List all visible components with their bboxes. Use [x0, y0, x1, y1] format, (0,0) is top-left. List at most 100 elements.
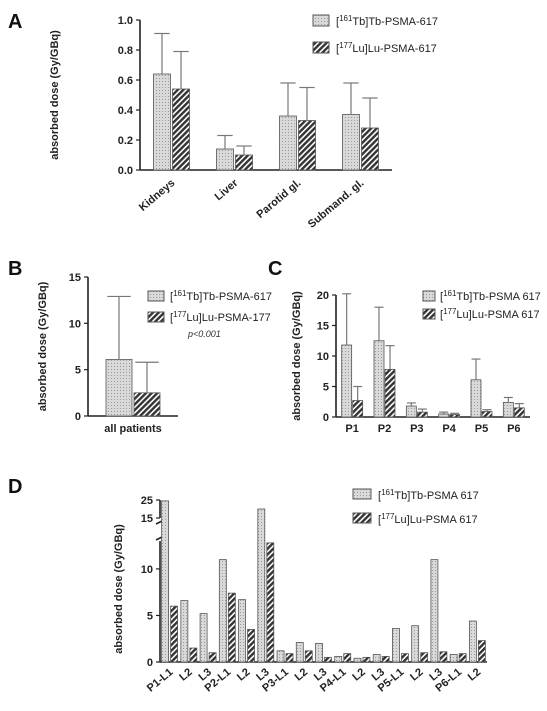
bar	[285, 653, 294, 663]
panel-letter-a: A	[8, 11, 22, 33]
legend-label-lu: [177Lu]Lu-PSMA 617	[440, 307, 540, 321]
bar	[208, 652, 217, 663]
bar	[161, 500, 170, 663]
bar	[502, 401, 514, 418]
y-axis-label: absorbed dose (Gy/GBq)	[291, 291, 303, 421]
y-tick-label: 0.4	[118, 105, 134, 117]
bar	[199, 613, 208, 663]
bar	[279, 115, 297, 171]
bar	[105, 359, 133, 417]
y-tick-label: 10	[141, 564, 153, 576]
legend-label-lu: [177Lu]Lu-PSMA 617	[378, 512, 478, 526]
category-label: Kidneys	[137, 177, 177, 214]
bar	[481, 411, 493, 418]
bar	[216, 148, 234, 171]
bar	[477, 640, 486, 663]
bar	[372, 654, 381, 663]
legend-label-lu: [177Lu]Lu-PSMA-617	[336, 41, 437, 55]
bar	[266, 542, 275, 663]
category-label: L2	[466, 666, 484, 683]
bar	[470, 379, 482, 418]
chart-panel-a: 0.0 0.2 0.4 0.6 0.8 1.0 absorbed dose (Gy/GBq)…	[49, 15, 392, 231]
bar	[341, 344, 353, 418]
category-label: Parotid gl.	[255, 177, 304, 221]
category-label: P4	[442, 423, 456, 435]
y-axis-label: absorbed dose (Gy/GBq)	[113, 524, 125, 654]
legend-swatch-lu	[352, 512, 372, 524]
legend-panel-b: [161Tb]Tb-PSMA-617 [177Lu]Lu-PSMA-177	[147, 289, 272, 324]
bar	[458, 653, 467, 663]
bar	[247, 629, 255, 663]
bar	[439, 651, 448, 663]
y-tick-label: 0.2	[118, 135, 133, 147]
category-label: P1-L1	[145, 666, 176, 694]
bar	[257, 508, 266, 663]
bar	[361, 127, 379, 171]
bar	[334, 656, 343, 663]
bar	[315, 642, 323, 663]
category-label: L2	[177, 666, 195, 683]
bar	[411, 625, 420, 663]
bar	[133, 392, 161, 417]
bar	[362, 656, 371, 663]
bar	[227, 592, 236, 663]
legend-swatch-lu	[312, 41, 330, 54]
bar	[352, 400, 364, 418]
y-tick-label: 0	[75, 411, 81, 423]
bar	[180, 600, 189, 663]
y-axis-label: absorbed dose (Gy/GBq)	[49, 30, 61, 160]
legend-swatch-lu	[147, 311, 165, 323]
bar	[189, 647, 198, 663]
y-tick-label: 0.6	[118, 75, 133, 87]
bar	[416, 411, 428, 418]
legend-label-lu: [177Lu]Lu-PSMA-177	[170, 310, 271, 324]
bar	[381, 656, 390, 663]
y-tick-label: 15	[69, 272, 81, 284]
bar	[430, 559, 439, 663]
bar	[392, 628, 400, 663]
chart-panel-c: 0 5 10 15 20 absorbed dose (Gy/GBq) P1 P2 P3 P4 P5…	[291, 290, 530, 435]
panel-letter-d: D	[8, 476, 22, 498]
y-tick-label: 0	[323, 412, 329, 424]
category-label: L2	[408, 666, 426, 683]
category-label: L2	[235, 666, 253, 683]
y-tick-label: 5	[323, 382, 329, 394]
bar	[384, 369, 396, 418]
bar	[324, 656, 332, 663]
y-tick-label: 0.0	[118, 165, 133, 177]
category-label: Submand. gl.	[306, 177, 367, 231]
bar	[468, 620, 477, 663]
bar	[513, 407, 525, 418]
bar	[405, 405, 417, 418]
bar	[401, 653, 409, 663]
y-tick-label: 10	[317, 351, 329, 363]
legend-swatch-tb	[422, 290, 436, 302]
category-label: P1	[345, 423, 358, 435]
category-label: P5	[475, 423, 488, 435]
y-tick-label: 0	[147, 657, 153, 669]
y-axis-label: absorbed dose (Gy/GBq)	[37, 281, 49, 411]
bar	[438, 413, 450, 418]
category-label: P2	[378, 423, 391, 435]
bar	[449, 414, 461, 418]
y-tick-label: 5	[75, 365, 81, 377]
bar	[449, 654, 458, 663]
panel-letter-c: C	[268, 258, 282, 280]
bar	[170, 605, 179, 663]
bar	[218, 559, 227, 663]
bar	[373, 340, 385, 418]
bar	[298, 120, 316, 171]
annotation-p-value: p<0.001	[187, 329, 221, 339]
panel-letter-b: B	[8, 258, 22, 280]
y-tick-label: 25	[141, 495, 153, 507]
y-tick-label: 0.8	[118, 45, 133, 57]
bar	[235, 154, 253, 171]
y-tick-label: 1.0	[118, 15, 133, 27]
bar	[342, 114, 360, 171]
bar	[153, 73, 171, 171]
legend-swatch-tb	[147, 290, 165, 302]
y-tick-label: 15	[317, 321, 329, 333]
bar	[238, 599, 246, 663]
category-label: all patients	[104, 423, 161, 435]
